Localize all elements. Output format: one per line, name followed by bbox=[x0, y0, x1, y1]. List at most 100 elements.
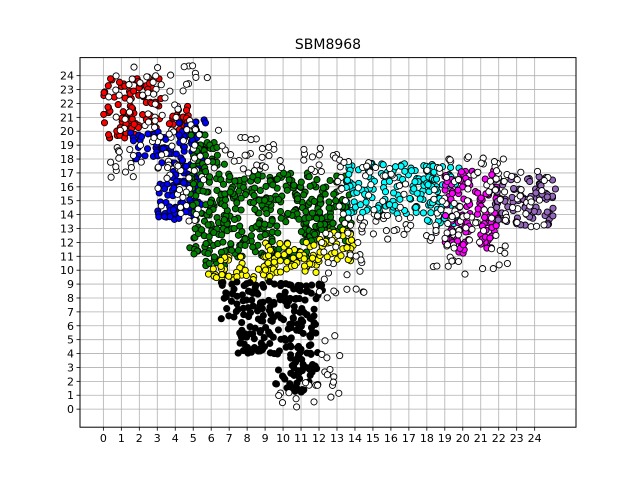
scatter-point bbox=[282, 343, 290, 351]
scatter-point bbox=[204, 221, 212, 229]
scatter-point bbox=[161, 185, 169, 193]
scatter-point bbox=[217, 262, 225, 270]
scatter-point bbox=[462, 224, 470, 232]
scatter-point bbox=[164, 164, 172, 172]
scatter-point bbox=[138, 133, 146, 141]
scatter-point bbox=[201, 131, 209, 139]
scatter-point bbox=[143, 73, 151, 81]
scatter-point bbox=[238, 318, 246, 327]
scatter-point bbox=[487, 206, 495, 214]
scatter-point bbox=[381, 188, 390, 196]
scatter-point bbox=[270, 350, 278, 358]
scatter-point bbox=[227, 240, 235, 248]
scatter-point bbox=[190, 167, 198, 175]
scatter-point bbox=[210, 253, 218, 261]
scatter-point bbox=[173, 177, 181, 185]
scatter-point bbox=[206, 199, 215, 207]
scatter-point bbox=[334, 231, 342, 239]
scatter-point bbox=[489, 265, 497, 273]
scatter-point bbox=[448, 257, 456, 265]
scatter-point bbox=[149, 78, 157, 86]
scatter-point bbox=[217, 315, 225, 323]
scatter-point bbox=[474, 189, 482, 197]
scatter-point bbox=[315, 282, 323, 290]
x-tick-label: 21 bbox=[474, 432, 488, 445]
scatter-point bbox=[273, 175, 281, 183]
scatter-point bbox=[345, 170, 353, 178]
scatter-point bbox=[391, 163, 400, 171]
scatter-point bbox=[190, 250, 198, 258]
chart-title: SBM8968 bbox=[295, 37, 361, 53]
scatter-point bbox=[251, 283, 259, 291]
x-tick-label: 17 bbox=[402, 432, 416, 445]
scatter-point bbox=[157, 202, 165, 210]
scatter-point bbox=[302, 287, 310, 296]
scatter-point bbox=[107, 75, 115, 83]
x-tick-label: 15 bbox=[366, 432, 380, 445]
scatter-point bbox=[322, 229, 330, 237]
scatter-point bbox=[356, 214, 365, 222]
scatter-point bbox=[335, 202, 343, 210]
x-tick-label: 0 bbox=[100, 432, 107, 445]
series-8 bbox=[105, 62, 552, 411]
scatter-point bbox=[488, 214, 496, 222]
scatter-point bbox=[116, 126, 124, 134]
scatter-point bbox=[222, 293, 230, 301]
scatter-point bbox=[114, 101, 122, 109]
scatter-point bbox=[157, 81, 165, 89]
scatter-point bbox=[256, 186, 264, 195]
scatter-point bbox=[163, 174, 171, 182]
scatter-point bbox=[360, 288, 368, 296]
scatter-point bbox=[219, 180, 228, 188]
scatter-point bbox=[115, 154, 123, 162]
scatter-point bbox=[533, 167, 542, 175]
scatter-point bbox=[493, 203, 501, 211]
scatter-point bbox=[175, 119, 183, 127]
x-tick-label: 6 bbox=[208, 432, 215, 445]
scatter-point bbox=[213, 151, 221, 159]
scatter-point bbox=[423, 216, 431, 224]
scatter-point bbox=[277, 163, 285, 172]
scatter-point bbox=[244, 304, 252, 312]
scatter-point bbox=[166, 87, 174, 95]
scatter-point bbox=[480, 206, 488, 214]
scatter-point bbox=[285, 176, 293, 184]
scatter-point bbox=[395, 182, 404, 190]
scatter-point bbox=[312, 329, 320, 337]
scatter-point bbox=[540, 221, 548, 229]
scatter-point bbox=[492, 231, 500, 239]
scatter-point bbox=[258, 145, 266, 153]
scatter-point bbox=[510, 184, 518, 193]
scatter-point bbox=[433, 262, 441, 270]
scatter-point bbox=[214, 126, 223, 134]
scatter-point bbox=[343, 244, 351, 252]
scatter-point bbox=[237, 194, 245, 202]
scatter-point bbox=[246, 323, 254, 331]
scatter-point bbox=[105, 131, 113, 139]
scatter-point bbox=[115, 78, 124, 86]
scatter-point bbox=[411, 178, 419, 186]
scatter-point bbox=[354, 238, 362, 247]
scatter-point bbox=[362, 172, 370, 180]
scatter-point bbox=[472, 219, 480, 227]
scatter-point bbox=[278, 399, 287, 407]
scatter-point bbox=[217, 256, 225, 265]
scatter-point bbox=[287, 335, 295, 343]
scatter-point bbox=[477, 194, 485, 202]
scatter-point bbox=[233, 292, 241, 300]
scatter-point bbox=[316, 144, 324, 152]
scatter-point bbox=[308, 254, 317, 262]
scatter-point bbox=[277, 214, 285, 222]
scatter-point bbox=[292, 395, 300, 403]
scatter-point bbox=[281, 288, 289, 296]
scatter-point bbox=[192, 73, 200, 81]
scatter-point bbox=[276, 268, 285, 276]
scatter-point bbox=[179, 193, 187, 201]
scatter-point bbox=[400, 230, 408, 238]
x-tick-label: 11 bbox=[294, 432, 308, 445]
scatter-point bbox=[172, 150, 180, 158]
x-tick-label: 12 bbox=[312, 432, 326, 445]
scatter-point bbox=[269, 333, 277, 341]
scatter-point bbox=[294, 195, 302, 203]
scatter-point bbox=[412, 203, 420, 211]
